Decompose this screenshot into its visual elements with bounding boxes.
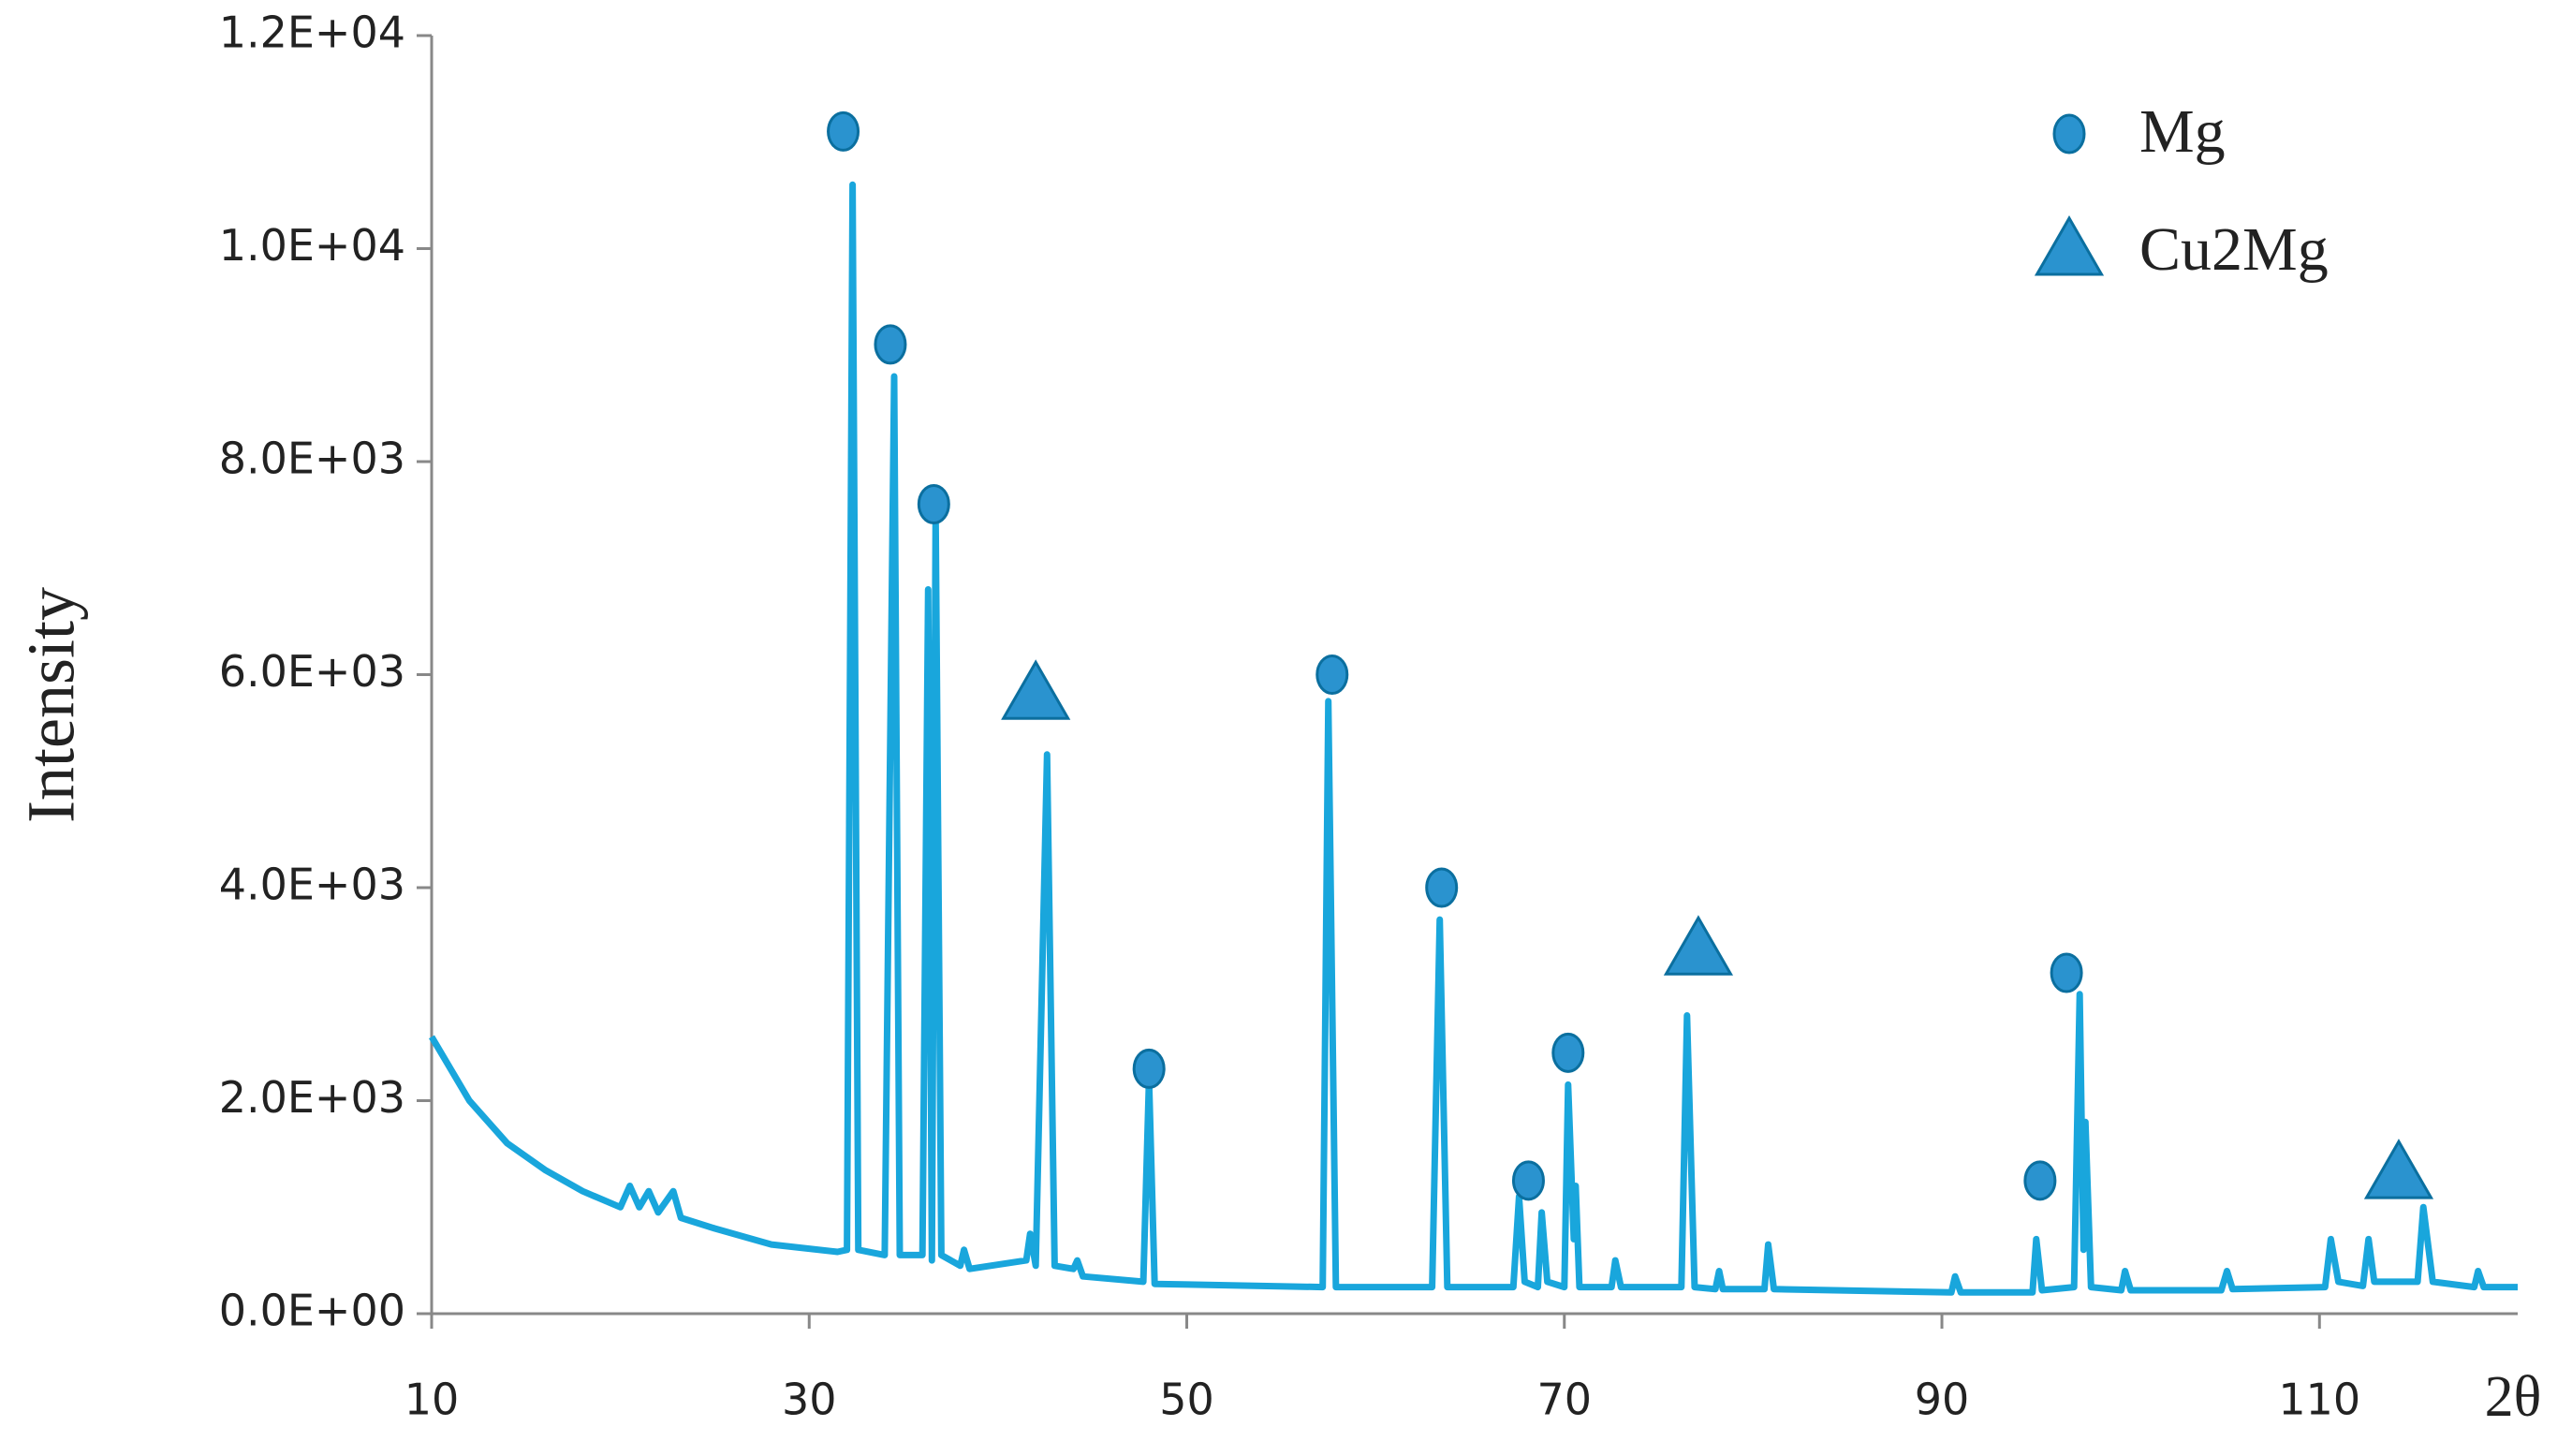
y-tick-label: 4.0E+03 bbox=[219, 860, 405, 910]
phase-marker bbox=[1663, 915, 1734, 976]
x-tick-label: 30 bbox=[782, 1375, 837, 1425]
phase-marker bbox=[1315, 654, 1349, 695]
y-tick-label: 6.0E+03 bbox=[219, 646, 405, 697]
legend-label: Mg bbox=[2139, 97, 2226, 166]
x-tick-label: 90 bbox=[1915, 1375, 1970, 1425]
phase-marker bbox=[1511, 1160, 1545, 1201]
y-tick-label: 2.0E+03 bbox=[219, 1072, 405, 1123]
phase-marker bbox=[874, 324, 907, 365]
legend-symbol bbox=[2052, 113, 2086, 154]
phase-marker bbox=[1551, 1032, 1585, 1073]
x-axis-label: 2θ bbox=[2485, 1365, 2542, 1429]
phase-marker bbox=[917, 484, 950, 524]
xrd-line bbox=[428, 181, 2518, 1296]
y-tick-label: 1.0E+04 bbox=[219, 220, 405, 271]
y-tick-label: 1.2E+04 bbox=[219, 7, 405, 58]
x-tick-label: 50 bbox=[1159, 1375, 1214, 1425]
phase-marker bbox=[2023, 1160, 2057, 1201]
legend-symbol bbox=[2034, 214, 2105, 276]
x-tick-label: 110 bbox=[2278, 1375, 2360, 1425]
phase-marker bbox=[1132, 1048, 1166, 1089]
phase-marker bbox=[827, 110, 860, 152]
phase-marker bbox=[2363, 1139, 2434, 1199]
legend-label: Cu2Mg bbox=[2139, 215, 2329, 284]
phase-marker bbox=[1001, 659, 1071, 720]
phase-marker bbox=[2050, 952, 2083, 993]
x-tick-label: 10 bbox=[404, 1375, 460, 1425]
x-tick-label: 70 bbox=[1537, 1375, 1593, 1425]
phase-marker bbox=[1425, 867, 1459, 908]
y-tick-label: 0.0E+00 bbox=[219, 1286, 405, 1336]
y-axis-label: Intensity bbox=[14, 587, 89, 823]
y-tick-label: 8.0E+03 bbox=[219, 434, 405, 484]
